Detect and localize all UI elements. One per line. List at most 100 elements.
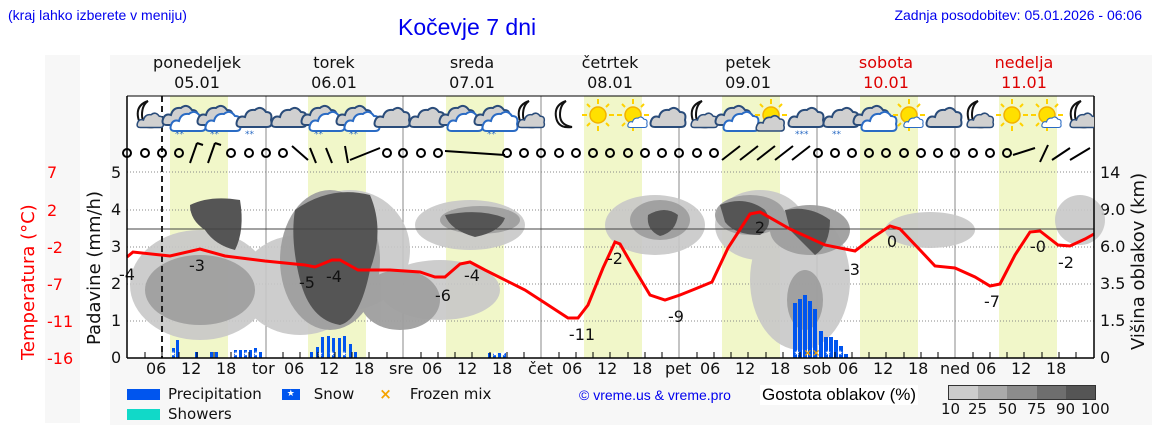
moon-cloud-icon xyxy=(966,100,995,129)
sun-cloud-icon xyxy=(616,98,650,132)
frozen-mix-icon: × xyxy=(379,385,392,403)
cloud-icon xyxy=(649,106,687,128)
cloud-snow-icon: ** xyxy=(473,104,519,137)
day-header-thu: četrtek 08.01 xyxy=(581,53,639,92)
svg-text:**: ** xyxy=(832,130,842,137)
precip-tick: 2 xyxy=(111,274,122,293)
moon-cloud-icon xyxy=(136,100,165,129)
legend: Precipitation ★ Snow × Frozen mix xyxy=(127,385,491,403)
wind-row xyxy=(122,142,1091,164)
copyright-link[interactable]: © vreme.us & vreme.pro xyxy=(579,387,731,403)
svg-text:**: ** xyxy=(175,130,185,137)
showers-swatch xyxy=(127,408,160,420)
svg-text:★: ★ xyxy=(341,350,347,358)
cloud-icon xyxy=(714,104,760,132)
sun-cloud-icon xyxy=(892,98,926,132)
svg-text:★: ★ xyxy=(170,350,176,358)
x-tick: 18 xyxy=(908,359,929,378)
cloud-density-scale xyxy=(948,385,1096,400)
x-tick: 06 xyxy=(422,359,443,378)
scale-tick: 25 xyxy=(968,400,988,418)
x-tick: 12 xyxy=(735,359,756,378)
precipitation-bars xyxy=(172,295,848,358)
x-tick: 12 xyxy=(181,359,202,378)
region-note: (kraj lahko izberete v meniju) xyxy=(8,7,187,23)
svg-text:-9: -9 xyxy=(668,307,684,326)
x-tick: 18 xyxy=(770,359,791,378)
frozen-mix-marker: ×× xyxy=(804,348,821,359)
legend-frozen-mix: Frozen mix xyxy=(409,385,492,403)
x-tick: 12 xyxy=(319,359,340,378)
cloud-density-label: Gostota oblakov (%) xyxy=(760,385,919,405)
svg-text:★: ★ xyxy=(825,349,831,357)
svg-text:-2: -2 xyxy=(607,249,623,268)
x-tick: 18 xyxy=(632,359,653,378)
svg-text:★: ★ xyxy=(253,350,259,358)
day-header-sat: sobota 10.01 xyxy=(858,53,914,92)
temp-tick: -7 xyxy=(47,275,63,294)
svg-text:**: ** xyxy=(245,130,255,137)
x-tick: 06 xyxy=(976,359,997,378)
svg-text:**: ** xyxy=(487,130,497,137)
temp-tick: 2 xyxy=(47,201,58,220)
scale-tick: 50 xyxy=(998,400,1018,418)
page-title: Kočevje 7 dni xyxy=(398,14,537,40)
legend-showers: Showers xyxy=(168,405,232,423)
precip-tick: 0 xyxy=(111,348,122,367)
svg-text:**: ** xyxy=(349,130,359,137)
x-tick: 06 xyxy=(700,359,721,378)
temp-tick: -2 xyxy=(47,238,63,257)
cloud-tick: 3.5 xyxy=(1100,274,1126,293)
svg-text:-0: -0 xyxy=(1030,237,1046,256)
svg-text:-6: -6 xyxy=(435,286,451,305)
cloud-snow-icon: ** xyxy=(300,104,346,137)
sun-cloud-icon xyxy=(754,98,788,132)
cloud-snow-icon: ** xyxy=(161,104,207,137)
moon-cloud-icon xyxy=(690,100,719,129)
sun-icon xyxy=(581,98,615,132)
x-tick: 12 xyxy=(1011,359,1032,378)
svg-text:-2: -2 xyxy=(1058,253,1074,272)
x-tick: 18 xyxy=(216,359,237,378)
svg-text:0: 0 xyxy=(887,232,897,251)
moon-icon xyxy=(554,100,573,129)
precip-tick: 4 xyxy=(111,200,122,219)
legend-precipitation: Precipitation xyxy=(168,385,262,403)
cloud-snow-icon: ** xyxy=(335,104,381,137)
scale-tick: 100 xyxy=(1081,400,1110,418)
cloud-tick: 1.5 xyxy=(1100,311,1126,330)
svg-text:-11: -11 xyxy=(569,325,595,344)
temperature-line xyxy=(126,210,1095,320)
cloud-snow-icon: *** xyxy=(787,106,825,137)
x-tick: 06 xyxy=(838,359,859,378)
precipitation-swatch xyxy=(127,388,160,400)
temp-tick: 7 xyxy=(47,163,58,182)
temp-tick: -16 xyxy=(47,349,74,368)
x-tick: ned xyxy=(940,359,971,378)
cloud-snow-icon: ** xyxy=(822,106,860,137)
x-tick: 06 xyxy=(284,359,305,378)
moon-cloud-icon xyxy=(1069,100,1094,129)
legend-row-2: Showers xyxy=(127,405,232,423)
svg-text:★: ★ xyxy=(492,350,498,358)
cloud-snow-icon: ** xyxy=(235,106,273,137)
sun-cloud-icon xyxy=(1030,98,1064,132)
x-tick: 12 xyxy=(457,359,478,378)
legend-snow: Snow xyxy=(313,385,355,403)
day-header-wed: sreda 07.01 xyxy=(449,53,495,92)
weather-icon-row: ** ** ** ** ** ** *** ** xyxy=(128,97,1094,137)
x-tick: 12 xyxy=(873,359,894,378)
x-tick: sob xyxy=(803,359,832,378)
snow-icon: ★ xyxy=(281,388,300,400)
svg-text:**: ** xyxy=(210,130,220,137)
cloud-icon xyxy=(373,106,411,128)
svg-text:-4: -4 xyxy=(326,267,342,286)
temp-tick: -11 xyxy=(47,312,74,331)
cloud-snow-icon: ** xyxy=(196,104,242,137)
svg-text:★: ★ xyxy=(233,350,239,358)
x-tick: 18 xyxy=(492,359,513,378)
x-tick: 18 xyxy=(354,359,375,378)
cloud-tick: 9.0 xyxy=(1100,200,1126,219)
scale-tick: 10 xyxy=(941,400,961,418)
